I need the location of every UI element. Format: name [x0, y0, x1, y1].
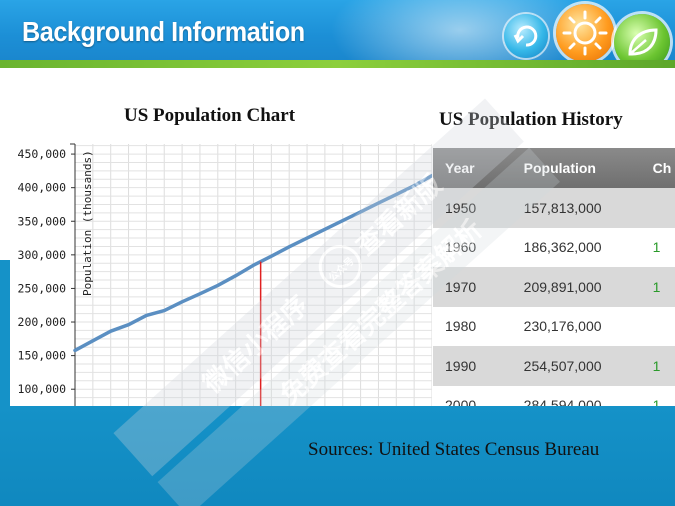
- cell-year: 1950: [433, 188, 524, 228]
- cell-population: 209,891,000: [523, 267, 653, 307]
- cell-year: 2000: [433, 385, 524, 406]
- population-chart: 450,000 400,000 350,000 300,000 250,000 200,0…: [0, 138, 432, 406]
- cell-change: [652, 306, 675, 346]
- table-header-row: Year Population Ch: [433, 148, 675, 188]
- leaf-icon: [614, 14, 670, 66]
- y-tick-label: 100,000: [18, 382, 67, 396]
- header-shine: [330, 0, 590, 66]
- table-row: 1950 157,813,000: [433, 188, 675, 228]
- cell-change: 1: [652, 227, 675, 267]
- y-tick-label: 300,000: [18, 248, 67, 262]
- page-title: Background Information: [22, 16, 305, 47]
- source-citation: Sources: United States Census Bureau: [308, 439, 600, 460]
- cell-population: 230,176,000: [523, 306, 653, 346]
- y-axis-label: Population (thousands): [81, 150, 94, 296]
- column-header-year: Year: [433, 148, 524, 188]
- cell-population: 186,362,000: [523, 227, 653, 267]
- footer-band: [0, 406, 675, 506]
- y-tick-label: 350,000: [18, 214, 67, 228]
- cell-year: 1980: [433, 306, 524, 346]
- cell-change: 1: [652, 267, 675, 307]
- header-band: [0, 60, 675, 68]
- cell-year: 1970: [433, 267, 524, 307]
- cell-change: 1: [652, 385, 675, 406]
- table-row: 1970 209,891,000 1: [433, 267, 675, 307]
- sun-icon: [556, 4, 614, 62]
- table-row: 1960 186,362,000 1: [433, 227, 675, 267]
- cell-year: 1990: [433, 346, 524, 386]
- header-banner: Background Information: [0, 0, 675, 66]
- cell-population: 284,594,000: [523, 385, 653, 406]
- y-tick-label: 400,000: [18, 181, 67, 195]
- series-line: [73, 173, 432, 353]
- cell-change: [652, 188, 675, 228]
- cell-population: 254,507,000: [523, 346, 653, 386]
- refresh-icon: [504, 14, 548, 58]
- y-tick-label: 250,000: [18, 281, 67, 295]
- column-header-change: Ch: [652, 148, 675, 188]
- y-tick-label: 150,000: [18, 349, 67, 363]
- population-table-wrapper: Year Population Ch 1950 157,813,000 1960…: [433, 148, 675, 406]
- table-row: 1990 254,507,000 1: [433, 346, 675, 386]
- y-tick-label: 450,000: [18, 147, 67, 161]
- cell-change: 1: [652, 346, 675, 386]
- cell-population: 157,813,000: [523, 188, 653, 228]
- chart-svg: 450,000 400,000 350,000 300,000 250,000 200,0…: [18, 143, 432, 406]
- chart-title: US Population Chart: [124, 105, 296, 126]
- cell-year: 1960: [433, 227, 524, 267]
- left-strip: [0, 260, 10, 406]
- population-table: Year Population Ch 1950 157,813,000 1960…: [433, 148, 675, 406]
- table-row: 2000 284,594,000 1: [433, 385, 675, 406]
- table-row: 1980 230,176,000: [433, 306, 675, 346]
- table-title: US Population History: [439, 109, 623, 130]
- y-tick-label: 200,000: [18, 315, 67, 329]
- column-header-population: Population: [523, 148, 653, 188]
